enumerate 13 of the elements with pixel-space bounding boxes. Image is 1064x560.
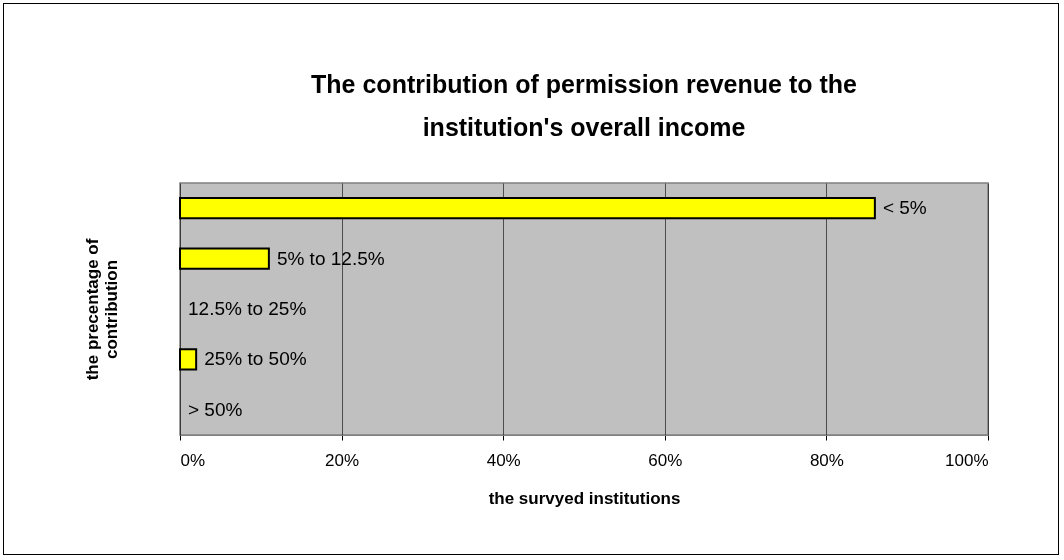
y-tick-label: > 50% xyxy=(188,398,243,420)
y-tick-label: 25% to 50% xyxy=(204,348,307,370)
y-tick-label: 12.5% to 25% xyxy=(188,298,307,319)
x-tick-label: 60% xyxy=(648,450,683,470)
x-tick-label: 20% xyxy=(325,450,360,470)
x-axis-title: the survyed institutions xyxy=(488,488,681,508)
x-tick-label: 80% xyxy=(809,450,844,470)
y-axis-title: the precentage of contribution xyxy=(82,238,121,381)
x-tick-label: 40% xyxy=(486,450,521,470)
x-tick-label: 0% xyxy=(180,450,206,470)
x-tick-label: 100% xyxy=(945,450,989,470)
y-tick-label: < 5% xyxy=(882,197,927,219)
chart-title: The contribution of permission revenue to the institution's overall income xyxy=(311,70,858,141)
